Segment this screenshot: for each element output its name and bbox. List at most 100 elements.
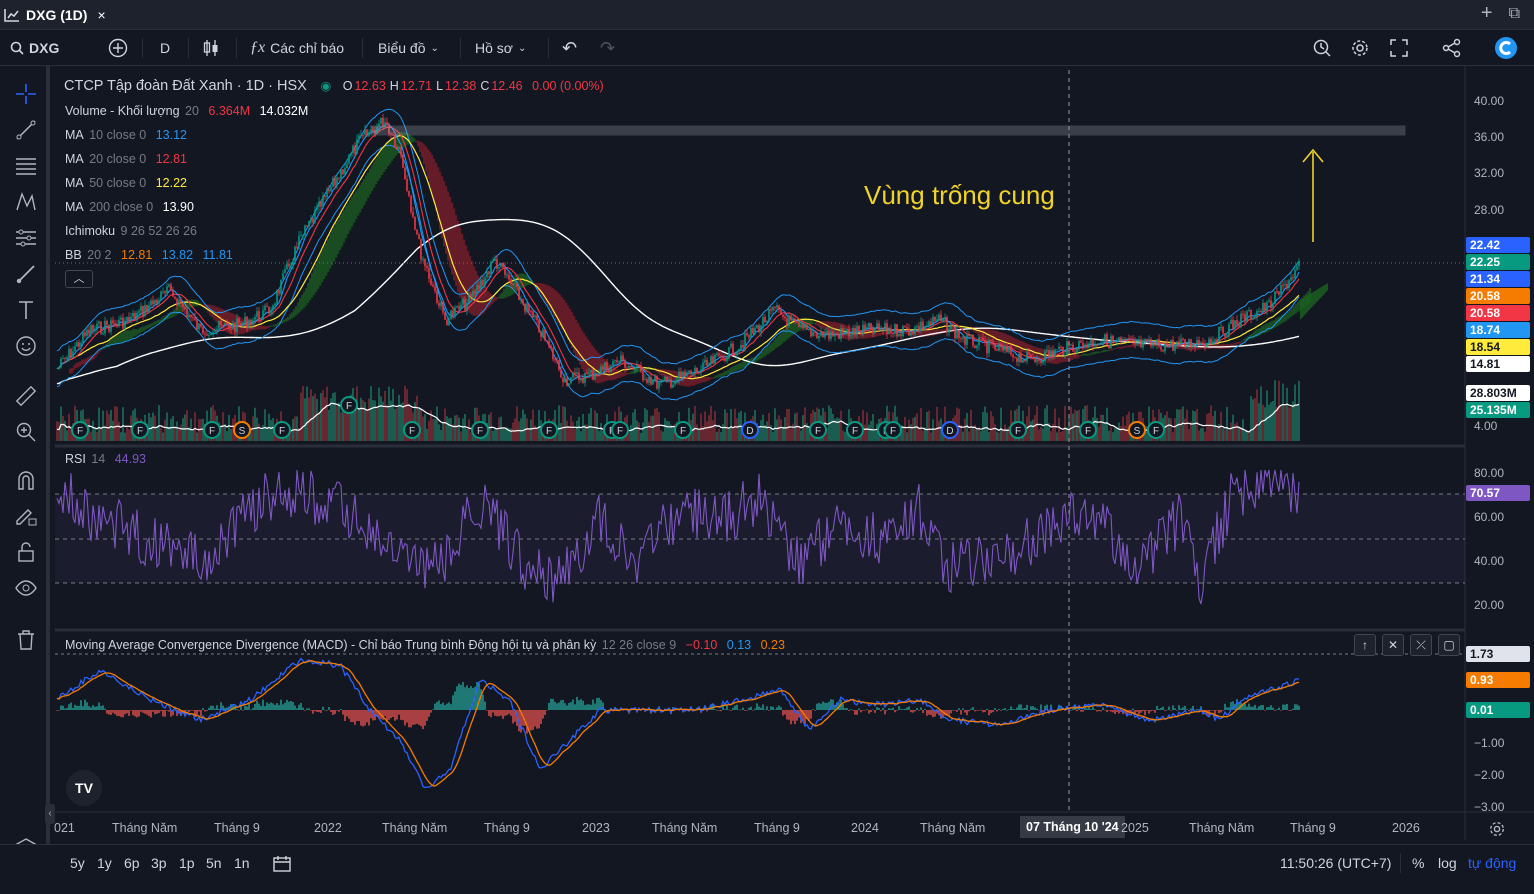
- legend-ma50[interactable]: MA 50 close 0 12.22: [65, 176, 189, 190]
- legend-ma20[interactable]: MA 20 close 0 12.81: [65, 152, 189, 166]
- symbol-search[interactable]: DXG: [10, 30, 59, 66]
- magnet-tool[interactable]: [12, 466, 40, 494]
- axis-settings-button[interactable]: [1488, 820, 1506, 838]
- chart-tab[interactable]: DXG (1D) ×: [4, 4, 106, 26]
- crosshair-tool[interactable]: [12, 80, 40, 108]
- ichimoku-cloud-segment: [703, 376, 706, 383]
- macd-histogram-bar: [1180, 708, 1182, 710]
- legend-rsi[interactable]: RSI 14 44.93: [65, 452, 148, 466]
- macd-histogram-bar: [1214, 710, 1216, 717]
- pane-close-button[interactable]: ✕: [1382, 634, 1404, 656]
- volume-bar: [526, 418, 528, 441]
- range-button-6p[interactable]: 6p: [124, 855, 140, 871]
- range-button-1y[interactable]: 1y: [97, 855, 112, 871]
- brand-button[interactable]: [1494, 30, 1518, 66]
- range-button-5y[interactable]: 5y: [70, 855, 85, 871]
- volume-bar: [262, 424, 264, 441]
- legend-ma200[interactable]: MA 200 close 0 13.90: [65, 200, 196, 214]
- legend-ma10[interactable]: MA 10 close 0 13.12: [65, 128, 189, 142]
- lock-tool[interactable]: [12, 538, 40, 566]
- auto-scale-toggle[interactable]: tự động: [1468, 855, 1517, 871]
- ichimoku-cloud-segment: [125, 330, 128, 341]
- date-range-button[interactable]: [272, 855, 292, 876]
- ichimoku-cloud-segment: [721, 373, 724, 377]
- annotation-text[interactable]: Vùng trống cung: [864, 180, 1055, 210]
- settings-button[interactable]: [1350, 30, 1370, 66]
- trend-line-tool[interactable]: [12, 116, 40, 144]
- zoom-search-button[interactable]: [1312, 30, 1332, 66]
- lock-drawing-tool[interactable]: [12, 502, 40, 530]
- legend-volume[interactable]: Volume - Khối lượng 20 6.364M 14.032M: [65, 104, 310, 118]
- macd-histogram-bar: [764, 709, 766, 711]
- legend-macd[interactable]: Moving Average Convergence Divergence (M…: [65, 638, 787, 652]
- pattern-tool[interactable]: [12, 188, 40, 216]
- candles-button[interactable]: [202, 30, 220, 66]
- volume-bar: [708, 415, 710, 441]
- candle-body: [374, 130, 376, 134]
- ichimoku-cloud-segment: [579, 326, 582, 365]
- ruler-tool[interactable]: [12, 382, 40, 410]
- prediction-tool[interactable]: [12, 224, 40, 252]
- delete-tool[interactable]: [12, 626, 40, 654]
- macd-histogram-bar: [486, 710, 488, 711]
- candle-body: [1072, 344, 1074, 352]
- candle-body: [932, 316, 934, 325]
- candle-body: [88, 329, 90, 334]
- legend-collapse-button[interactable]: ︿: [65, 270, 93, 288]
- log-toggle[interactable]: log: [1438, 855, 1457, 871]
- volume-bar: [122, 407, 124, 441]
- range-button-1n[interactable]: 1n: [234, 855, 250, 871]
- clock-label[interactable]: 11:50:26 (UTC+7): [1280, 855, 1392, 871]
- pane-maximize-button[interactable]: ▢: [1438, 634, 1460, 656]
- candle-body: [362, 134, 364, 136]
- interval-button[interactable]: D: [160, 30, 170, 66]
- chart-type-dropdown[interactable]: Biểu đồ ⌄: [378, 30, 439, 66]
- tab-close-icon[interactable]: ×: [97, 7, 106, 23]
- tradingview-logo[interactable]: TV: [66, 770, 102, 806]
- pane-up-button[interactable]: ↑: [1354, 634, 1376, 656]
- volume-bar: [582, 413, 584, 441]
- candle-body: [244, 316, 246, 323]
- macd-histogram-bar: [830, 699, 832, 710]
- profile-dropdown[interactable]: Hồ sơ ⌄: [475, 30, 526, 66]
- candle-body: [1294, 269, 1296, 279]
- visibility-tool[interactable]: [12, 574, 40, 602]
- ichimoku-cloud-segment: [617, 369, 620, 379]
- range-button-5n[interactable]: 5n: [206, 855, 222, 871]
- emoji-tool[interactable]: [12, 332, 40, 360]
- candle-body: [240, 323, 242, 326]
- pane-collapse-button[interactable]: ⤫: [1410, 634, 1432, 656]
- text-tool[interactable]: [12, 296, 40, 324]
- event-marker: [846, 421, 864, 439]
- legend-ichimoku[interactable]: Ichimoku 9 26 52 26 26: [65, 224, 199, 238]
- share-button[interactable]: [1442, 30, 1462, 66]
- arrow-head: [1302, 148, 1324, 163]
- ichimoku-cloud-segment: [743, 360, 746, 368]
- legend-bb[interactable]: BB 20 2 12.81 13.82 11.81: [65, 248, 235, 262]
- candle-body: [742, 344, 744, 348]
- ichimoku-cloud-segment: [1019, 340, 1022, 352]
- new-tab-button[interactable]: +: [1480, 2, 1493, 24]
- legend-macd-v2: 0.13: [726, 638, 752, 652]
- range-button-1p[interactable]: 1p: [179, 855, 195, 871]
- candle-body: [1278, 291, 1280, 295]
- legend-symbol-title[interactable]: CTCP Tập đoàn Đất Xanh · 1D · HSX: [64, 78, 307, 94]
- indicators-button[interactable]: ƒx Các chỉ báo: [250, 30, 344, 66]
- brush-tool[interactable]: [12, 260, 40, 288]
- collapse-sidebar-handle[interactable]: ‹: [45, 804, 55, 824]
- restore-window-button[interactable]: ⧉: [1508, 5, 1520, 22]
- candle-body: [510, 279, 512, 285]
- undo-button[interactable]: ↶: [562, 30, 577, 66]
- ichimoku-cloud-segment: [343, 209, 346, 243]
- zoom-tool[interactable]: [12, 418, 40, 446]
- fib-tool[interactable]: [12, 152, 40, 180]
- macd-histogram-bar: [598, 697, 600, 710]
- volume-bar: [1058, 417, 1060, 441]
- fullscreen-button[interactable]: [1390, 30, 1408, 66]
- ichimoku-cloud-segment: [797, 318, 800, 332]
- percent-toggle[interactable]: %: [1412, 855, 1425, 871]
- range-button-3p[interactable]: 3p: [151, 855, 167, 871]
- add-symbol-button[interactable]: [108, 30, 128, 66]
- redo-button[interactable]: ↷: [600, 30, 615, 66]
